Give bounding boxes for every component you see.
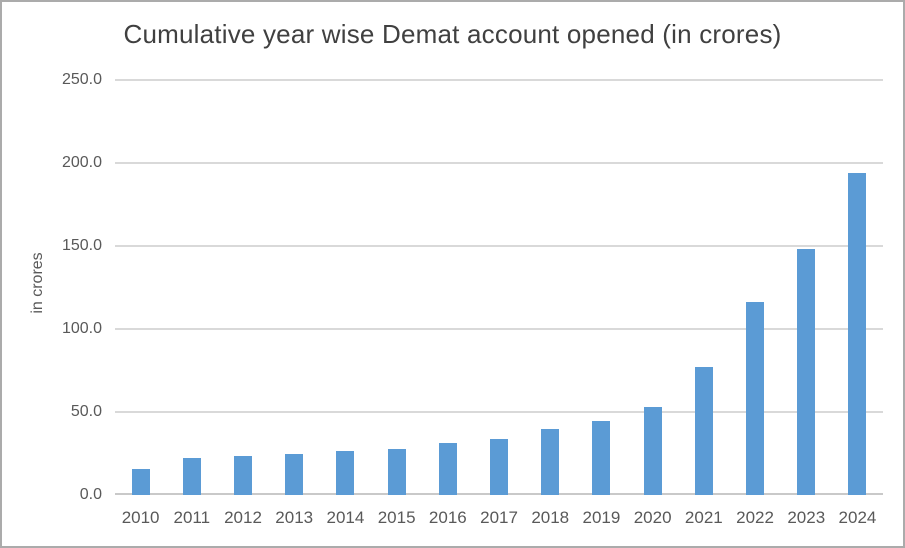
bar-2017 <box>490 438 509 495</box>
bar-2012 <box>234 456 252 495</box>
bar-slot <box>627 80 678 495</box>
x-tick-label: 2011 <box>173 508 211 527</box>
x-tick-label: 2017 <box>480 508 518 527</box>
bar-2018 <box>541 429 560 495</box>
bar-2021 <box>694 367 713 495</box>
gridline <box>115 411 883 413</box>
bar-slot <box>729 80 780 495</box>
gridline <box>115 162 883 164</box>
bar-2023 <box>797 249 816 495</box>
x-tick-label: 2013 <box>275 508 314 527</box>
x-tick-label: 2019 <box>582 508 621 527</box>
x-tick-label: 2020 <box>633 508 672 527</box>
bars-series <box>115 80 883 495</box>
bar-slot <box>217 80 268 495</box>
bar-2014 <box>336 451 355 495</box>
x-tick-label: 2018 <box>531 508 570 527</box>
bar-slot <box>320 80 371 495</box>
y-tick-label: 150.0 <box>61 237 102 254</box>
bar-slot <box>473 80 524 495</box>
bar-2016 <box>438 442 457 495</box>
chart-title: Cumulative year wise Demat account opene… <box>123 19 782 49</box>
bar-2019 <box>592 421 611 495</box>
y-axis-tick-labels: 250.0 200.0 150.0 100.0 50.0 0.0 <box>26 71 102 503</box>
bar-slot <box>576 80 627 495</box>
bar-slot <box>525 80 576 495</box>
y-tick-label: 250.0 <box>61 71 102 88</box>
gridline <box>115 245 883 247</box>
bar-2010 <box>131 469 150 495</box>
x-tick-label: 2024 <box>838 508 877 527</box>
x-tick-label: 2023 <box>787 508 826 527</box>
x-tick-label: 2012 <box>224 508 262 527</box>
x-tick-label: 2015 <box>377 508 416 527</box>
bar-slot <box>832 80 883 495</box>
y-tick-label: 0.0 <box>79 486 102 503</box>
bar-2024 <box>848 172 867 495</box>
bar-slot <box>371 80 422 495</box>
x-tick-label: 2010 <box>121 508 160 527</box>
y-tick-label: 200.0 <box>61 154 102 171</box>
x-tick-label: 2014 <box>326 508 365 527</box>
gridline <box>115 79 883 81</box>
x-tick-label: 2021 <box>684 508 723 527</box>
bar-2013 <box>285 453 304 495</box>
x-tick-label: 2016 <box>428 508 467 527</box>
y-tick-label: 50.0 <box>70 403 102 420</box>
bar-2022 <box>746 302 765 495</box>
bar-slot <box>422 80 473 495</box>
bar-slot <box>166 80 217 495</box>
y-tick-label: 100.0 <box>61 320 102 337</box>
bar-slot <box>115 80 166 495</box>
gridline <box>115 328 883 330</box>
bar-slot <box>269 80 320 495</box>
bar-2011 <box>182 457 201 495</box>
bar-slot <box>781 80 832 495</box>
plot-area <box>115 79 883 495</box>
bar-2020 <box>643 407 662 495</box>
x-tick-label: 2022 <box>736 508 774 527</box>
bar-slot <box>678 80 729 495</box>
bar-2015 <box>387 448 406 495</box>
x-axis-tick-labels: 2010 2011 2012 2013 2014 2015 2016 2017 2018 2019… <box>115 505 883 531</box>
